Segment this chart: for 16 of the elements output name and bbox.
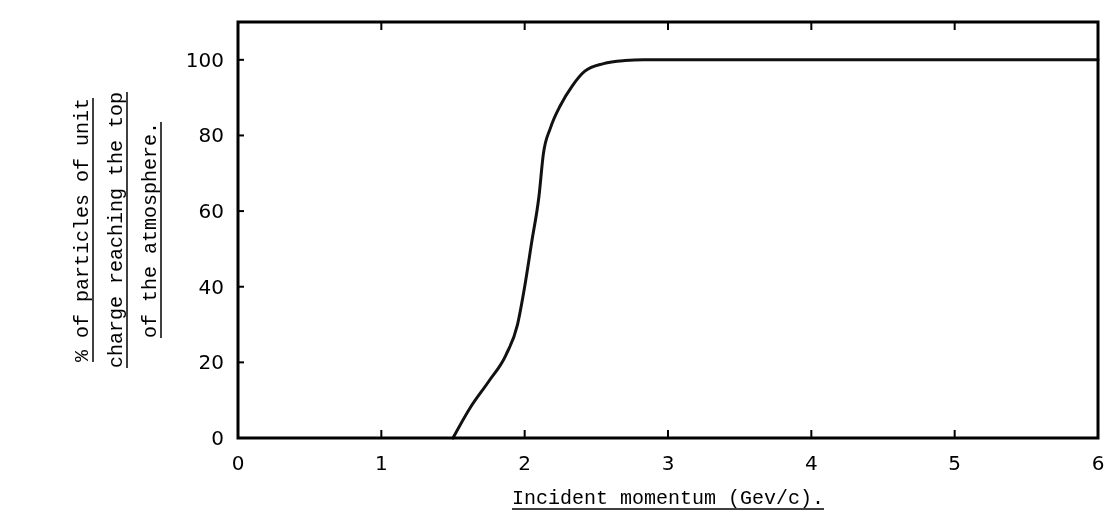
x-axis-title: Incident momentum (Gev/c). — [511, 487, 825, 510]
x-tick-label: 1 — [374, 451, 388, 475]
x-tick-label: 5 — [948, 451, 962, 475]
y-axis-title: % of particles of unit charge reaching the top of the atmosphere. — [71, 91, 162, 369]
x-tick-label: 4 — [804, 451, 818, 475]
y-tick-label: 20 — [198, 350, 224, 375]
x-tick-label: 0 — [231, 451, 245, 475]
y-tick-label: 80 — [198, 123, 224, 148]
y-tick-label: 0 — [211, 426, 224, 450]
y-tick-label: 40 — [198, 274, 224, 299]
line-series — [451, 58, 1100, 440]
x-tick-label: 3 — [661, 451, 675, 475]
y-tick-label: 60 — [198, 199, 224, 224]
y-tick-label: 100 — [185, 47, 224, 72]
x-tick-label: 2 — [518, 451, 532, 475]
x-tick-label: 6 — [1091, 451, 1105, 475]
